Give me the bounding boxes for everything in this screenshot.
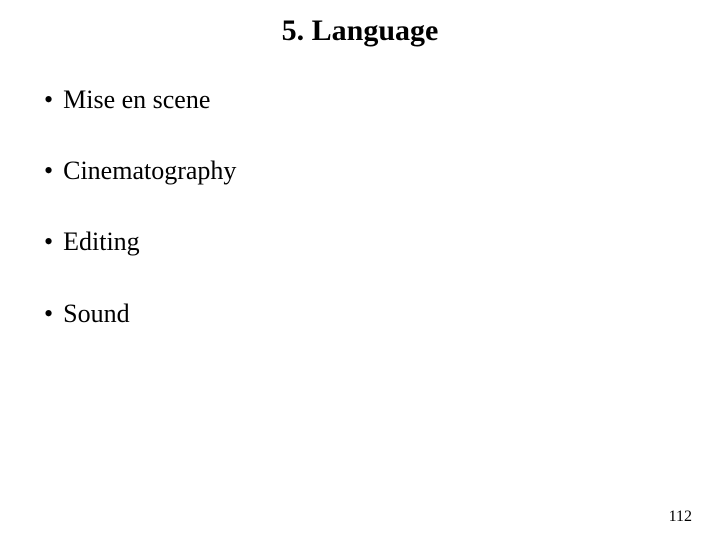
bullet-text: Mise en scene: [63, 84, 210, 115]
bullet-text: Editing: [63, 226, 140, 257]
bullet-icon: •: [44, 226, 53, 257]
bullet-text: Sound: [63, 298, 129, 329]
bullet-icon: •: [44, 298, 53, 329]
bullet-list: • Mise en scene • Cinematography • Editi…: [0, 48, 720, 329]
list-item: • Editing: [44, 226, 720, 257]
page-number: 112: [669, 508, 692, 526]
bullet-icon: •: [44, 84, 53, 115]
list-item: • Mise en scene: [44, 84, 720, 115]
list-item: • Sound: [44, 298, 720, 329]
bullet-icon: •: [44, 155, 53, 186]
bullet-text: Cinematography: [63, 155, 236, 186]
slide-title: 5. Language: [0, 0, 720, 48]
list-item: • Cinematography: [44, 155, 720, 186]
